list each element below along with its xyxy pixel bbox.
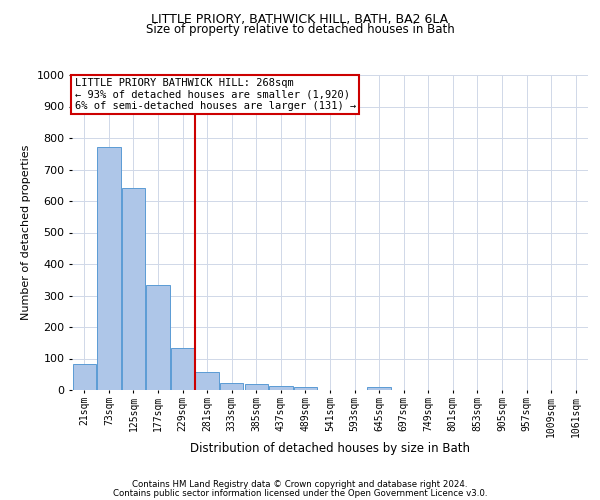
Text: LITTLE PRIORY BATHWICK HILL: 268sqm
← 93% of detached houses are smaller (1,920): LITTLE PRIORY BATHWICK HILL: 268sqm ← 93… xyxy=(74,78,356,112)
Bar xyxy=(269,386,293,390)
Text: Size of property relative to detached houses in Bath: Size of property relative to detached ho… xyxy=(146,22,454,36)
Bar xyxy=(73,364,96,390)
Bar xyxy=(171,348,194,390)
Bar xyxy=(122,188,145,390)
Bar xyxy=(245,384,268,390)
Bar xyxy=(146,286,170,390)
X-axis label: Distribution of detached houses by size in Bath: Distribution of detached houses by size … xyxy=(190,442,470,455)
Bar xyxy=(367,387,391,390)
Text: LITTLE PRIORY, BATHWICK HILL, BATH, BA2 6LA: LITTLE PRIORY, BATHWICK HILL, BATH, BA2 … xyxy=(151,12,449,26)
Bar xyxy=(97,148,121,390)
Bar xyxy=(196,372,219,390)
Text: Contains public sector information licensed under the Open Government Licence v3: Contains public sector information licen… xyxy=(113,488,487,498)
Text: Contains HM Land Registry data © Crown copyright and database right 2024.: Contains HM Land Registry data © Crown c… xyxy=(132,480,468,489)
Bar xyxy=(294,387,317,390)
Bar xyxy=(220,383,244,390)
Y-axis label: Number of detached properties: Number of detached properties xyxy=(21,145,31,320)
